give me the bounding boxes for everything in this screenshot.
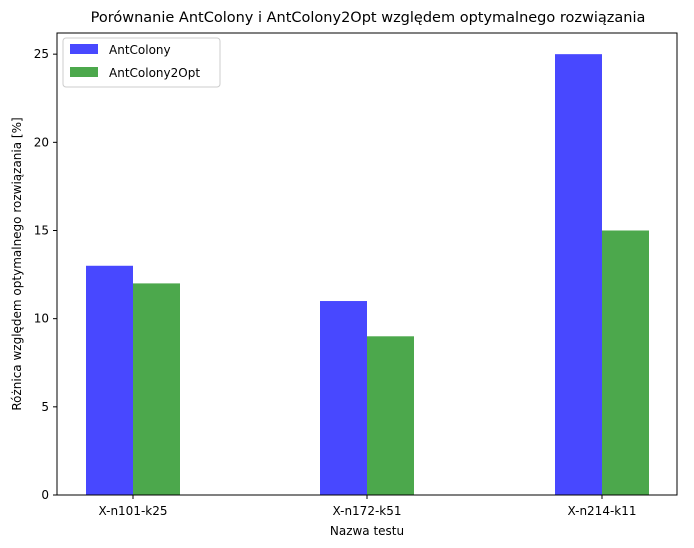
- y-tick-label: 15: [34, 223, 49, 237]
- legend: AntColony AntColony2Opt: [62, 37, 221, 88]
- bar-antcolony-x-n214-k11: [555, 54, 602, 495]
- bars: [86, 54, 649, 495]
- chart-title: Porównanie AntColony i AntColony2Opt wzg…: [91, 10, 646, 26]
- x-axis-ticks: X-n101-k25 X-n172-k51 X-n214-k11: [98, 495, 637, 518]
- x-axis-label: Nazwa testu: [330, 524, 404, 538]
- x-tick-label: X-n172-k51: [332, 504, 401, 518]
- bar-antcolony2opt-x-n214-k11: [602, 230, 649, 495]
- legend-label-antcolony2opt: AntColony2Opt: [109, 66, 200, 80]
- y-tick-label: 20: [34, 135, 49, 149]
- y-axis-label: Różnica względem optymalnego rozwiązania…: [10, 117, 24, 410]
- bar-antcolony-x-n172-k51: [320, 301, 367, 495]
- x-tick-label: X-n101-k25: [98, 504, 167, 518]
- y-tick-label: 25: [34, 47, 49, 61]
- x-tick-label: X-n214-k11: [567, 504, 636, 518]
- y-tick-label: 10: [34, 312, 49, 326]
- y-tick-label: 0: [41, 488, 49, 502]
- legend-frame: [62, 37, 221, 88]
- legend-label-antcolony: AntColony: [109, 43, 171, 57]
- y-axis-ticks: 0 5 10 15 20 25: [34, 47, 57, 502]
- bar-antcolony-x-n101-k25: [86, 265, 133, 495]
- legend-swatch-antcolony2opt: [70, 67, 98, 77]
- bar-antcolony2opt-x-n172-k51: [367, 336, 414, 495]
- legend-swatch-antcolony: [70, 44, 98, 54]
- y-tick-label: 5: [41, 400, 49, 414]
- bar-antcolony2opt-x-n101-k25: [133, 283, 180, 495]
- plot-frame: [56, 32, 678, 496]
